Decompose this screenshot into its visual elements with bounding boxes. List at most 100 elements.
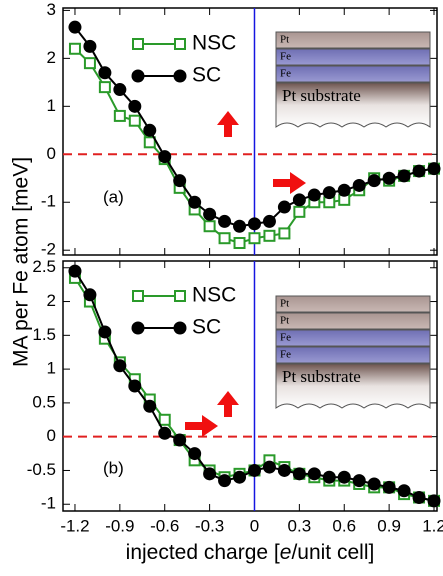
marker — [128, 114, 141, 127]
marker — [83, 288, 97, 302]
marker — [158, 413, 171, 426]
plot-frame — [62, 260, 438, 512]
x-tick-label: 0.3 — [288, 516, 312, 535]
y-tick-label: 1 — [47, 359, 56, 378]
marker — [113, 83, 127, 97]
x-tick-label: 0.6 — [332, 516, 356, 535]
marker — [188, 447, 202, 461]
x-axis-title: injected charge [e/unit cell] — [126, 541, 375, 564]
marker — [158, 426, 172, 440]
marker — [68, 42, 81, 55]
legend-marker — [173, 321, 187, 335]
marker — [173, 174, 187, 188]
y-tick-label: 1.5 — [32, 325, 56, 344]
y-tick-label: -0.5 — [27, 460, 56, 479]
legend-marker — [173, 69, 187, 83]
y-tick-label: 1 — [47, 96, 56, 115]
marker — [262, 460, 276, 474]
y-tick-label: 2 — [47, 48, 56, 67]
marker — [352, 178, 366, 192]
x-tick-label: -1.2 — [60, 516, 89, 535]
marker — [98, 66, 112, 80]
arrow — [217, 111, 239, 137]
arrow — [273, 172, 306, 194]
x-title-part: /unit cell] — [291, 541, 374, 564]
substrate-label: Pt substrate — [282, 367, 361, 386]
marker — [233, 237, 246, 250]
marker — [68, 264, 82, 278]
substrate — [275, 82, 431, 128]
y-tick-label: -2 — [41, 240, 56, 259]
marker — [382, 171, 396, 185]
y-tick-label: 3 — [47, 0, 56, 19]
panel-label: (b) — [103, 458, 124, 477]
panel-label: (a) — [103, 187, 124, 206]
marker — [128, 379, 142, 393]
marker — [427, 162, 441, 176]
marker — [203, 467, 217, 481]
layer-label: Pt — [280, 34, 289, 46]
legend-marker — [174, 290, 186, 302]
legend-marker — [131, 321, 145, 335]
x-tick-label: 0.9 — [377, 516, 401, 535]
marker — [307, 467, 321, 481]
legend-marker — [132, 38, 144, 50]
legend-label: SC — [192, 64, 221, 87]
marker — [322, 186, 336, 200]
marker — [352, 474, 366, 488]
y-tick-label: 0 — [47, 144, 56, 163]
layer — [275, 31, 431, 49]
y-tick-label: -1 — [41, 192, 56, 211]
layer-label: Fe — [280, 349, 291, 361]
marker — [397, 169, 411, 183]
marker — [173, 433, 187, 447]
layer-label: Fe — [280, 332, 291, 344]
substrate-label: Pt substrate — [282, 86, 361, 105]
x-title-part: e — [280, 541, 292, 564]
x-tick-label: -0.3 — [195, 516, 224, 535]
layer-label: Pt — [280, 298, 289, 310]
marker — [412, 490, 426, 504]
marker — [412, 164, 426, 178]
arrow — [185, 415, 218, 437]
marker — [128, 99, 142, 113]
marker — [247, 217, 261, 231]
marker — [263, 229, 276, 242]
layer — [275, 48, 431, 66]
layer — [275, 346, 431, 364]
x-tick-label: -0.9 — [105, 516, 134, 535]
plot-frame — [62, 7, 438, 256]
layer — [275, 312, 431, 330]
layer — [275, 329, 431, 347]
marker — [218, 214, 232, 228]
marker — [367, 477, 381, 491]
marker — [248, 232, 261, 245]
substrate — [275, 363, 431, 409]
legend-label: NSC — [192, 284, 236, 307]
marker — [83, 39, 97, 53]
x-tick-label: -0.6 — [150, 516, 179, 535]
y-tick-label: 2 — [47, 291, 56, 310]
y-tick-label: 2.5 — [32, 257, 56, 276]
marker — [83, 57, 96, 70]
marker — [247, 463, 261, 477]
x-tick-label: 0 — [250, 516, 259, 535]
legend-marker — [174, 38, 186, 50]
legend-marker — [131, 69, 145, 83]
marker — [113, 359, 127, 373]
y-tick-label: 0 — [47, 426, 56, 445]
marker — [382, 480, 396, 494]
legend-marker — [132, 290, 144, 302]
x-title-part: injected charge [ — [126, 541, 280, 564]
marker — [233, 470, 247, 484]
marker — [367, 174, 381, 188]
y-tick-label: 0.5 — [32, 392, 56, 411]
marker — [203, 220, 216, 233]
marker — [337, 183, 351, 197]
x-tick-label: 1.2 — [422, 516, 443, 535]
marker — [188, 195, 202, 209]
marker — [68, 20, 82, 34]
marker — [262, 214, 276, 228]
